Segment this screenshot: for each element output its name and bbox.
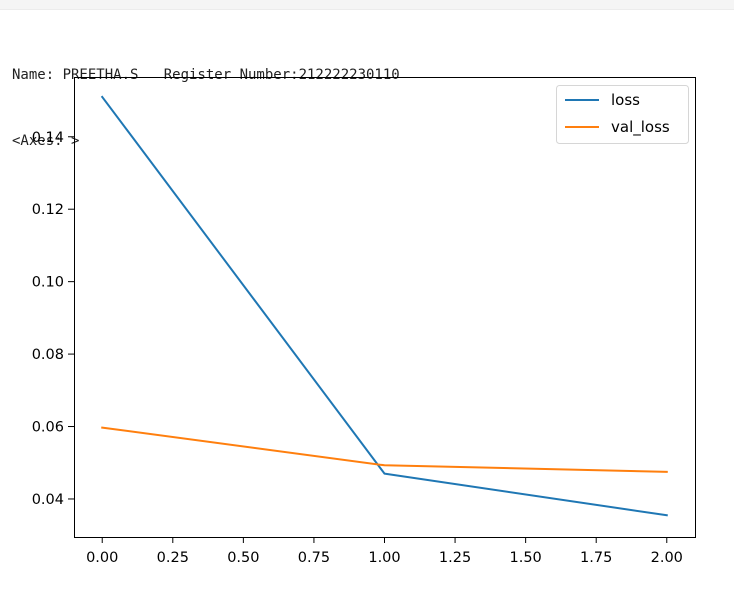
cell-output-top-bar — [0, 0, 734, 10]
legend: loss val_loss — [556, 85, 689, 144]
y-tick-label: 0.08 — [32, 347, 64, 363]
x-axis: 0.00 0.25 0.50 0.75 1.00 1.25 1.50 1.75 2.00 — [86, 537, 683, 566]
x-tick-label: 0.50 — [227, 550, 259, 566]
y-tick-label: 0.10 — [32, 275, 64, 291]
cell-output-text: Name: PREETHA.S Register Number:21222223… — [12, 20, 400, 174]
x-tick-label: 1.25 — [439, 550, 471, 566]
x-tick-label: 2.00 — [651, 550, 683, 566]
x-tick-label: 0.75 — [298, 550, 330, 566]
series-line-loss — [100, 95, 668, 517]
axes-frame — [74, 77, 696, 538]
stdout-line: Name: PREETHA.S Register Number:21222223… — [12, 67, 400, 83]
legend-label-loss: loss — [611, 91, 640, 109]
y-axis: 0.04 0.06 0.08 0.10 0.12 0.14 — [32, 130, 74, 508]
x-tick-label: 0.25 — [157, 550, 189, 566]
x-tick-label: 1.00 — [368, 550, 400, 566]
x-tick-label: 1.75 — [580, 550, 612, 566]
x-tick-label: 0.00 — [86, 550, 118, 566]
legend-label-val-loss: val_loss — [611, 118, 670, 137]
series-line-val-loss — [101, 426, 668, 473]
y-tick-label: 0.12 — [32, 202, 64, 218]
x-tick-label: 1.50 — [509, 550, 541, 566]
y-tick-label: 0.14 — [32, 130, 64, 146]
series-lines — [100, 95, 668, 517]
y-tick-label: 0.04 — [32, 492, 64, 508]
axes-repr-line: <Axes: > — [12, 133, 80, 149]
y-tick-label: 0.06 — [32, 420, 64, 436]
